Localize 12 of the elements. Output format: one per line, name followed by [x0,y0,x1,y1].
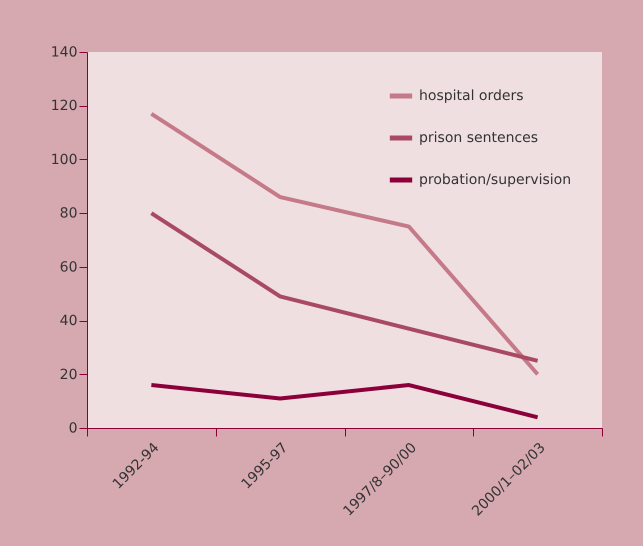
y-tick-label: 100 [50,152,78,168]
legend-label: probation/supervision [419,172,572,188]
y-tick-label: 60 [60,259,78,276]
y-tick-label: 0 [68,420,78,436]
y-tick-label: 120 [50,98,78,114]
y-tick-label: 20 [60,366,78,383]
legend-label: hospital orders [419,88,524,104]
legend-label: prison sentences [419,130,538,146]
line-series [149,211,540,363]
y-tick-label: 80 [60,206,78,222]
y-tick-label: 40 [60,313,78,330]
y-tick-label: 140 [50,44,78,60]
